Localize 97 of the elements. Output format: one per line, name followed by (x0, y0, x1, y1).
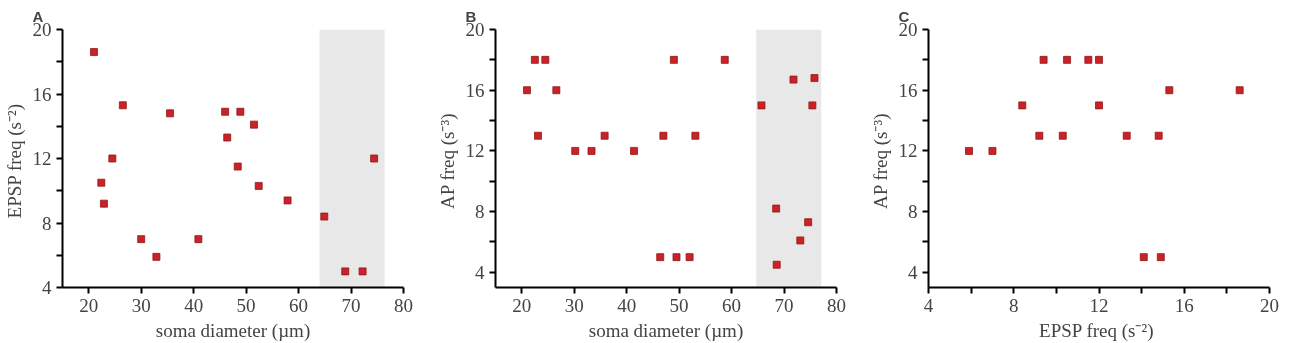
point (656, 253, 665, 262)
x-tick-label: 30 (564, 294, 584, 316)
point (370, 154, 379, 163)
point (1235, 86, 1244, 95)
x-tick-label: 70 (774, 294, 794, 316)
x-tick-label: 50 (669, 294, 689, 316)
point (1018, 101, 1027, 110)
x-tick-label: 70 (341, 294, 361, 316)
x-tick-label: 20 (512, 294, 532, 316)
point (757, 101, 766, 110)
x-tick-label: 40 (184, 294, 204, 316)
point (166, 109, 174, 118)
point (772, 260, 781, 269)
point (1035, 131, 1044, 140)
point (1122, 131, 1131, 140)
y-axis-title: AP freq (s⁻³) (869, 113, 892, 209)
point (358, 267, 367, 276)
point (194, 235, 203, 244)
point (988, 147, 997, 155)
point (685, 253, 694, 262)
y-tick-label: 16 (898, 79, 918, 101)
y-tick-label: 16 (465, 79, 485, 101)
point (808, 101, 817, 110)
point (965, 147, 973, 155)
point (1084, 55, 1093, 64)
point (630, 147, 638, 155)
point (534, 131, 542, 140)
point (1165, 86, 1174, 95)
point (236, 107, 245, 116)
point (672, 253, 681, 262)
y-tick-label: 4 (475, 261, 485, 283)
point (97, 178, 106, 187)
point (523, 86, 531, 95)
point (108, 154, 117, 163)
point (100, 199, 108, 208)
x-axis-title: soma diameter (µm) (155, 319, 311, 342)
y-axis-title: EPSP freq (s⁻²) (3, 104, 26, 219)
y-tick-label: 12 (32, 148, 52, 169)
point (233, 162, 242, 171)
point (552, 86, 561, 95)
point (250, 120, 258, 129)
point (669, 55, 678, 64)
point (571, 147, 580, 155)
point (1063, 55, 1071, 64)
point (541, 55, 550, 64)
x-tick-label: 60 (722, 294, 742, 316)
point (90, 48, 98, 56)
point (254, 182, 263, 190)
point (1039, 55, 1048, 64)
point (221, 107, 230, 116)
point (223, 133, 232, 142)
y-tick-label: 16 (32, 83, 52, 105)
x-tick-label: 80 (827, 294, 846, 316)
y-tick-label: 4 (908, 261, 918, 283)
point (804, 218, 813, 227)
point (600, 131, 609, 140)
point (283, 196, 292, 205)
x-tick-label: 30 (131, 294, 151, 316)
x-tick-label: 12 (1089, 294, 1109, 316)
x-axis-title: EPSP freq (s⁻²) (1039, 319, 1154, 342)
point (1156, 253, 1165, 262)
y-axis-title: AP freq (s⁻³) (436, 113, 459, 209)
x-tick-label: 40 (617, 294, 637, 316)
x-tick-label: 8 (1009, 294, 1019, 316)
point (530, 55, 539, 64)
y-tick-label: 8 (475, 201, 485, 223)
x-tick-label: 4 (923, 294, 934, 316)
x-tick-label: 20 (1260, 294, 1279, 316)
point (691, 131, 700, 140)
x-tick-label: 20 (79, 294, 99, 316)
x-tick-label: 60 (289, 294, 309, 316)
x-tick-label: 80 (394, 294, 413, 316)
point (789, 75, 798, 84)
point (772, 204, 781, 213)
point (796, 236, 805, 245)
point (118, 101, 127, 110)
point (1139, 253, 1148, 262)
point (659, 131, 668, 140)
y-tick-label: 12 (465, 140, 485, 162)
point (152, 252, 161, 261)
point (341, 267, 350, 276)
point (1095, 55, 1103, 64)
point (1154, 131, 1163, 140)
y-tick-label: 8 (908, 201, 918, 223)
point (587, 147, 596, 155)
x-tick-label: 16 (1174, 294, 1194, 316)
y-tick-label: 8 (42, 212, 52, 234)
point (137, 235, 146, 244)
point (810, 74, 819, 82)
point (1095, 101, 1103, 110)
y-tick-label: 12 (898, 140, 918, 162)
x-axis-title: soma diameter (µm) (588, 319, 744, 342)
y-tick-label: 4 (42, 277, 52, 298)
x-tick-label: 50 (236, 294, 256, 316)
point (720, 55, 729, 64)
point (1058, 131, 1067, 140)
point (320, 212, 329, 221)
